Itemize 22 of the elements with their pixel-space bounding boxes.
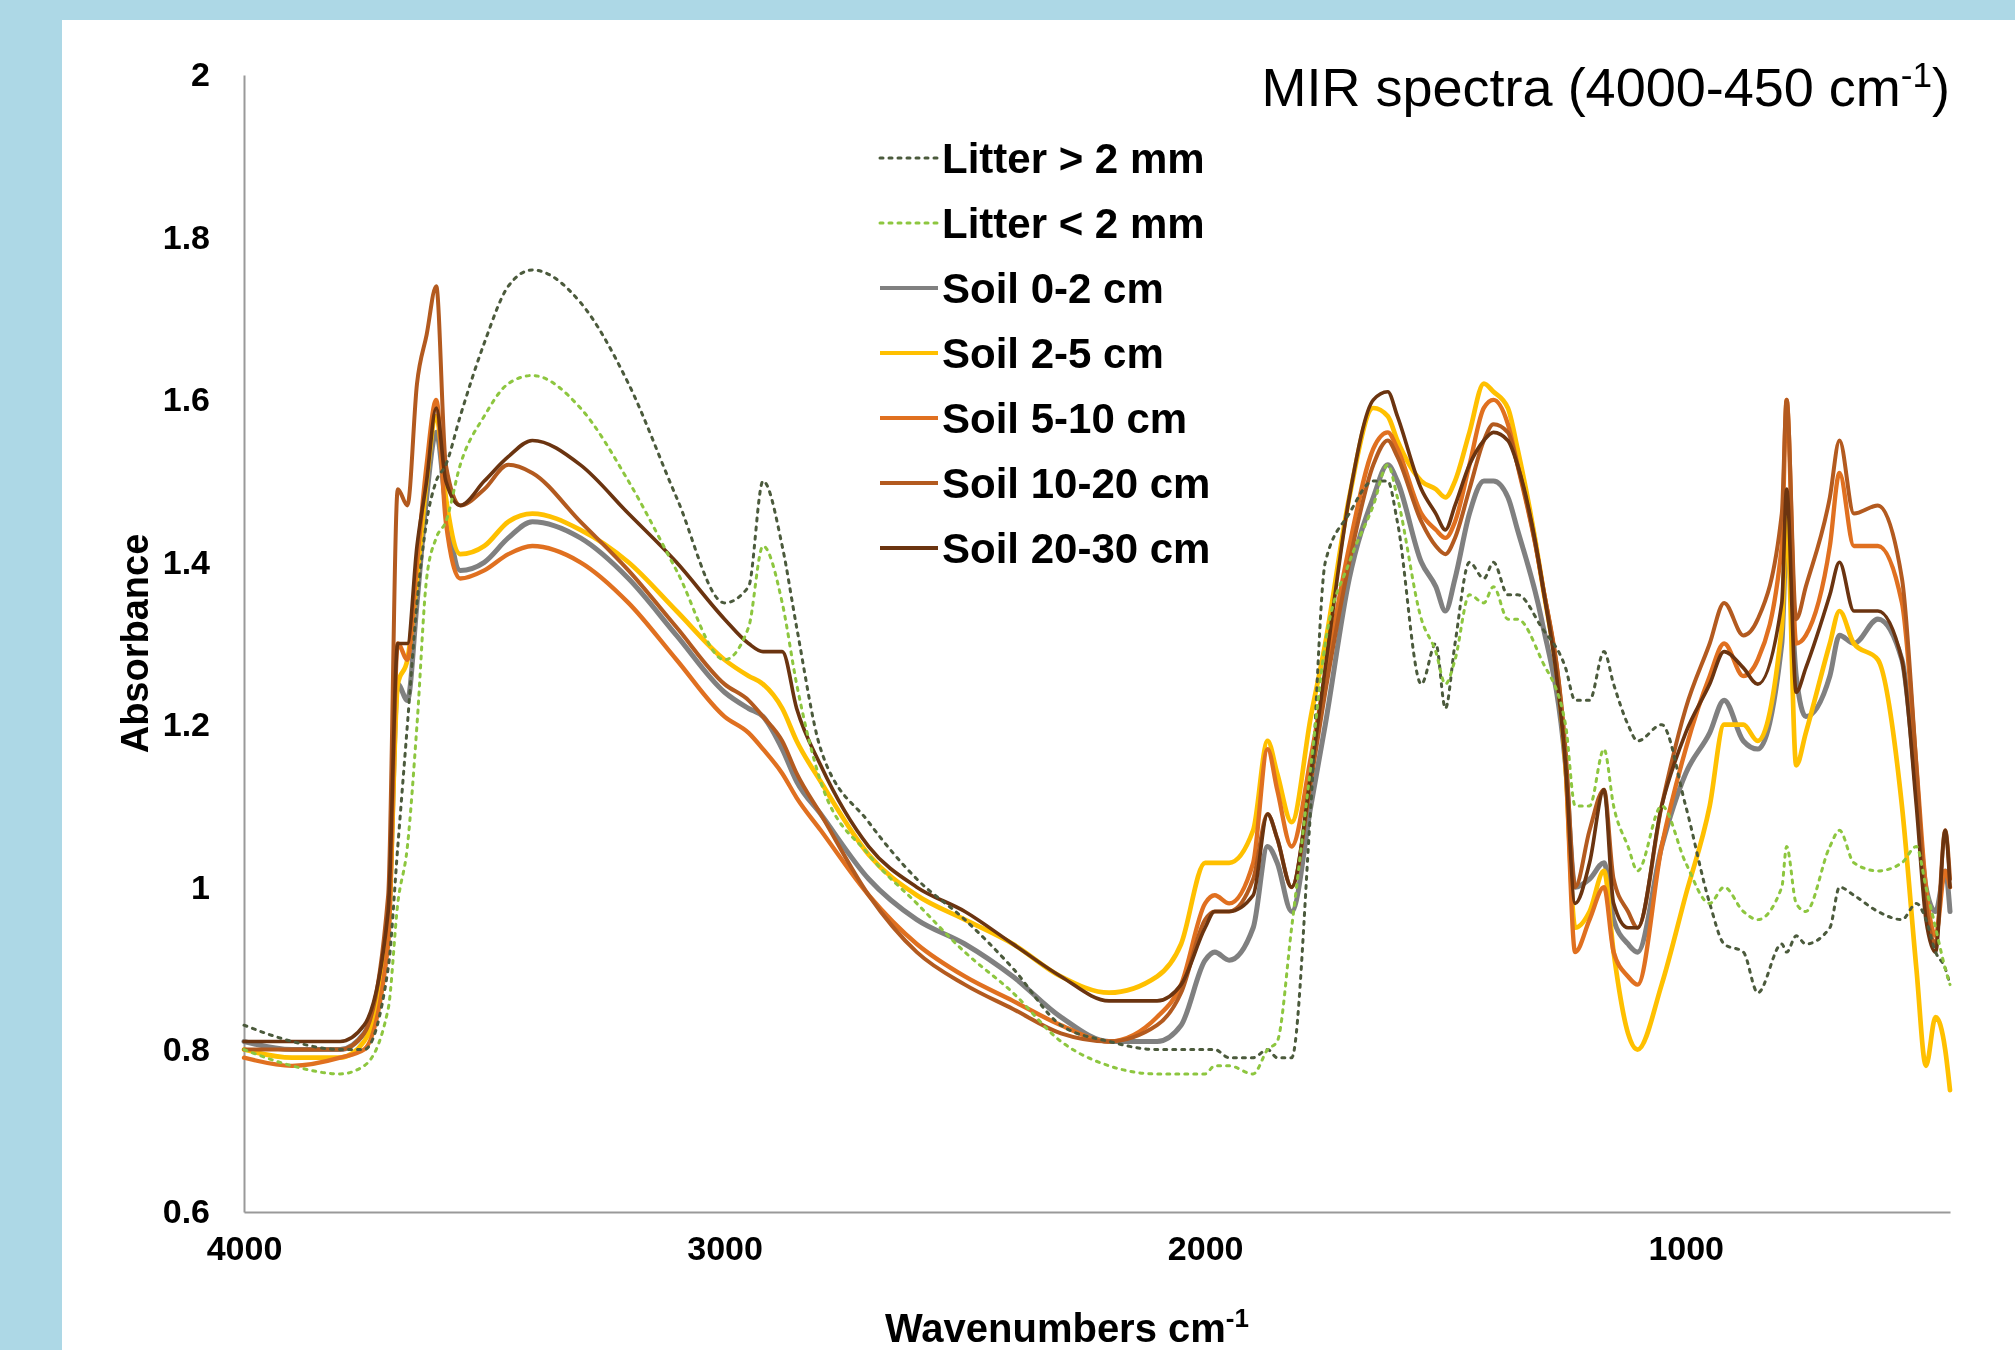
legend-label: Litter > 2 mm: [942, 134, 1205, 182]
y-tick-label: 1.2: [162, 705, 210, 744]
chart-title: MIR spectra (4000-450 cm$^{-1}$): [1261, 54, 1950, 117]
x-tick-label: 4000: [206, 1229, 283, 1268]
y-tick-label: 2: [191, 55, 210, 94]
legend-label: Soil 0-2 cm: [942, 264, 1164, 312]
x-tick-label: 3000: [687, 1229, 763, 1268]
legend-label: Soil 5-10 cm: [942, 394, 1188, 442]
y-tick-label: 1.6: [162, 380, 210, 419]
legend-label: Litter < 2 mm: [942, 199, 1205, 247]
y-tick-label: 1: [191, 867, 210, 906]
y-tick-label: 0.8: [162, 1029, 210, 1068]
x-tick-label: 2000: [1167, 1229, 1244, 1268]
y-tick-label: 1.8: [162, 217, 210, 256]
y-tick-label: 0.6: [162, 1192, 210, 1231]
legend-label: Soil 20-30 cm: [942, 524, 1211, 572]
y-axis-title: Absorbance: [114, 533, 156, 754]
legend-label: Soil 10-20 cm: [942, 459, 1211, 507]
y-tick-label: 1.4: [162, 542, 211, 581]
x-axis-title: Wavenumbers cm$^{-1}$: [885, 1303, 1249, 1350]
x-tick-label: 1000: [1648, 1229, 1725, 1268]
legend-label: Soil 2-5 cm: [942, 329, 1164, 377]
